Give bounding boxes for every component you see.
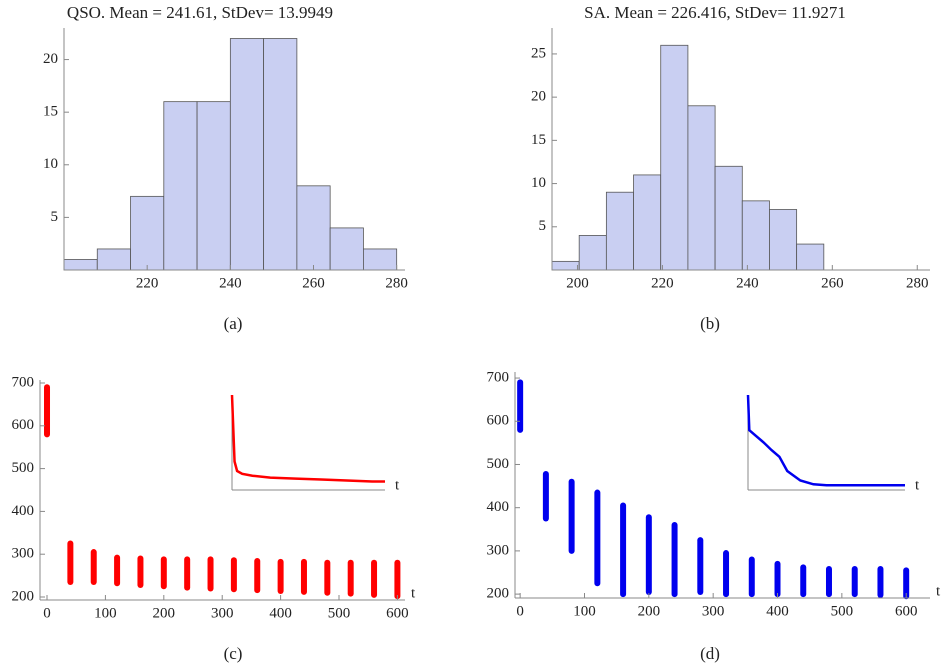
x-tick-label: 100: [573, 603, 596, 619]
caption: (a): [224, 314, 243, 333]
bar: [296, 185, 331, 271]
y-tick-label: 300: [487, 542, 510, 558]
x-tick-label: 200: [153, 605, 176, 621]
x-tick-label: 300: [702, 603, 725, 619]
x-tick-label: 0: [516, 603, 524, 619]
bar: [660, 44, 689, 271]
bar: [96, 248, 131, 271]
bar: [263, 38, 298, 271]
x-axis-label: t: [411, 585, 416, 601]
inset-x-label: t: [915, 477, 920, 493]
x-tick-label: 260: [302, 275, 325, 291]
inset-line: [230, 394, 385, 483]
x-tick-label: 600: [386, 605, 409, 621]
bar: [796, 243, 825, 271]
y-tick-label: 600: [12, 417, 35, 433]
y-tick-label: 5: [539, 218, 547, 234]
x-tick-label: 400: [766, 603, 789, 619]
y-tick-label: 500: [12, 460, 35, 476]
y-tick-label: 10: [531, 175, 546, 191]
bar: [769, 209, 798, 271]
bar: [551, 260, 580, 271]
x-tick-label: 240: [736, 275, 759, 291]
x-tick-label: 280: [906, 275, 929, 291]
y-tick-label: 700: [487, 369, 510, 385]
bar: [605, 191, 634, 271]
bar: [196, 101, 231, 271]
y-tick-label: 500: [487, 456, 510, 472]
y-tick-label: 15: [43, 104, 58, 120]
x-tick-label: 240: [219, 275, 242, 291]
y-tick-label: 400: [487, 499, 510, 515]
y-tick-label: 5: [51, 209, 59, 225]
x-tick-label: 200: [638, 603, 661, 619]
x-axis-label: t: [936, 583, 941, 599]
x-tick-label: 0: [43, 605, 51, 621]
caption: (d): [700, 644, 720, 663]
bar: [741, 200, 770, 271]
y-tick-label: 200: [487, 586, 510, 602]
x-tick-label: 600: [895, 603, 918, 619]
inset-line: [746, 394, 905, 487]
bar: [687, 105, 716, 271]
chart-title: QSO. Mean = 241.61, StDev= 13.9949: [67, 3, 333, 22]
bar: [163, 101, 198, 271]
bar: [329, 227, 364, 271]
y-tick-label: 700: [12, 374, 35, 390]
x-tick-label: 400: [269, 605, 292, 621]
caption: (b): [700, 314, 720, 333]
x-tick-label: 300: [211, 605, 234, 621]
x-tick-label: 280: [385, 275, 408, 291]
bar: [229, 38, 265, 271]
bar: [363, 248, 398, 271]
inset-x-label: t: [395, 477, 400, 493]
bar: [714, 165, 743, 271]
x-tick-label: 200: [566, 275, 589, 291]
x-tick-label: 500: [831, 603, 854, 619]
x-tick-label: 100: [94, 605, 117, 621]
y-tick-label: 200: [12, 588, 35, 604]
x-tick-label: 260: [821, 275, 844, 291]
y-tick-label: 300: [12, 546, 35, 562]
y-tick-label: 15: [531, 132, 546, 148]
y-tick-label: 20: [531, 89, 546, 105]
y-tick-label: 10: [43, 156, 58, 172]
y-tick-label: 600: [487, 413, 510, 429]
bar: [130, 195, 165, 271]
bar: [63, 259, 98, 271]
x-tick-label: 220: [136, 275, 159, 291]
bar: [633, 174, 662, 271]
y-tick-label: 400: [12, 503, 35, 519]
y-tick-label: 25: [531, 45, 546, 61]
bar: [578, 235, 607, 271]
x-tick-label: 500: [328, 605, 351, 621]
chart-title: SA. Mean = 226.416, StDev= 11.9271: [584, 3, 846, 22]
caption: (c): [224, 644, 243, 663]
y-tick-label: 20: [43, 51, 58, 67]
x-tick-label: 220: [651, 275, 674, 291]
